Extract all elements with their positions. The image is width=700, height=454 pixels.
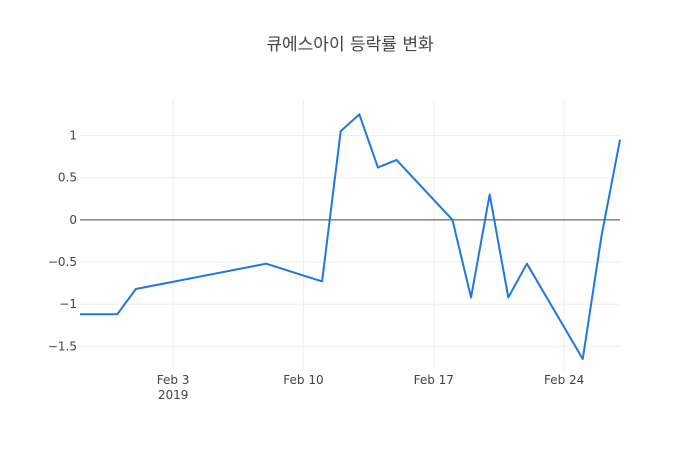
x-tick-sublabel: 2019 <box>158 388 189 402</box>
series-line <box>80 113 621 361</box>
x-tick-label: Feb 10 <box>283 373 323 387</box>
y-tick-label: 0.5 <box>58 171 77 185</box>
grid-layer <box>80 100 620 370</box>
series-layer <box>80 113 621 361</box>
chart-title: 큐에스아이 등락률 변화 <box>266 35 434 55</box>
x-tick-label: Feb 24 <box>544 373 584 387</box>
y-tick-label: −0.5 <box>48 255 77 269</box>
y-tick-label: −1.5 <box>48 339 77 353</box>
y-tick-label: 0 <box>69 213 77 227</box>
y-tick-label: 1 <box>69 128 77 142</box>
x-tick-label: Feb 17 <box>414 373 454 387</box>
y-tick-label: −1 <box>59 297 77 311</box>
x-tick-label: Feb 3 <box>157 373 190 387</box>
